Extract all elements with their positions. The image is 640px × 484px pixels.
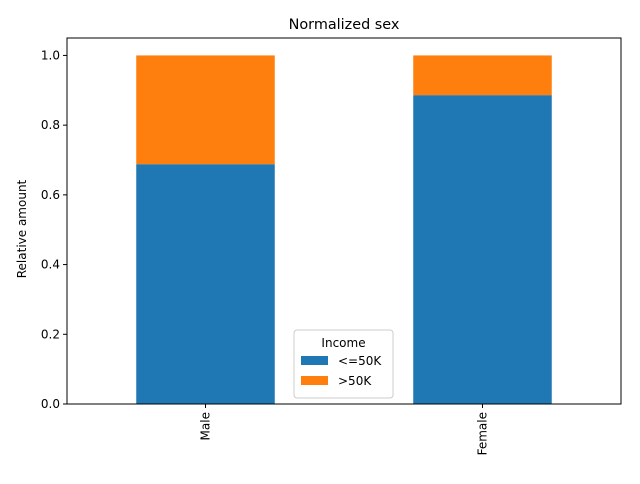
y-tick-label: 0.8 bbox=[41, 118, 60, 132]
y-axis-label: Relative amount bbox=[15, 179, 29, 278]
bar-male-series-0 bbox=[136, 164, 275, 404]
bars-group bbox=[136, 55, 552, 404]
x-tick-label-male: Male bbox=[199, 412, 213, 440]
y-ticks-group: 0.0 0.2 0.4 0.6 0.8 1.0 bbox=[41, 48, 67, 411]
legend-label-gt50k: >50K bbox=[338, 374, 372, 388]
legend-title: Income bbox=[321, 336, 365, 350]
x-ticks-group: Male Female bbox=[199, 404, 490, 455]
bar-male-series-1 bbox=[136, 55, 275, 165]
legend: Income <=50K >50K bbox=[293, 329, 394, 399]
y-tick-label: 1.0 bbox=[41, 48, 60, 62]
chart-title: Normalized sex bbox=[289, 17, 400, 33]
legend-swatch-gt50k bbox=[301, 376, 328, 385]
bar-female-series-0 bbox=[413, 95, 552, 404]
y-tick-label: 0.0 bbox=[41, 397, 60, 411]
y-tick-label: 0.6 bbox=[41, 188, 60, 202]
x-tick-label-female: Female bbox=[476, 412, 490, 455]
y-tick-label: 0.4 bbox=[41, 258, 60, 272]
legend-swatch-le50k bbox=[301, 356, 328, 365]
plot-frame bbox=[66, 37, 622, 405]
y-tick-label: 0.2 bbox=[41, 327, 60, 341]
bar-female-series-1 bbox=[413, 55, 552, 96]
legend-label-le50k: <=50K bbox=[338, 354, 382, 368]
